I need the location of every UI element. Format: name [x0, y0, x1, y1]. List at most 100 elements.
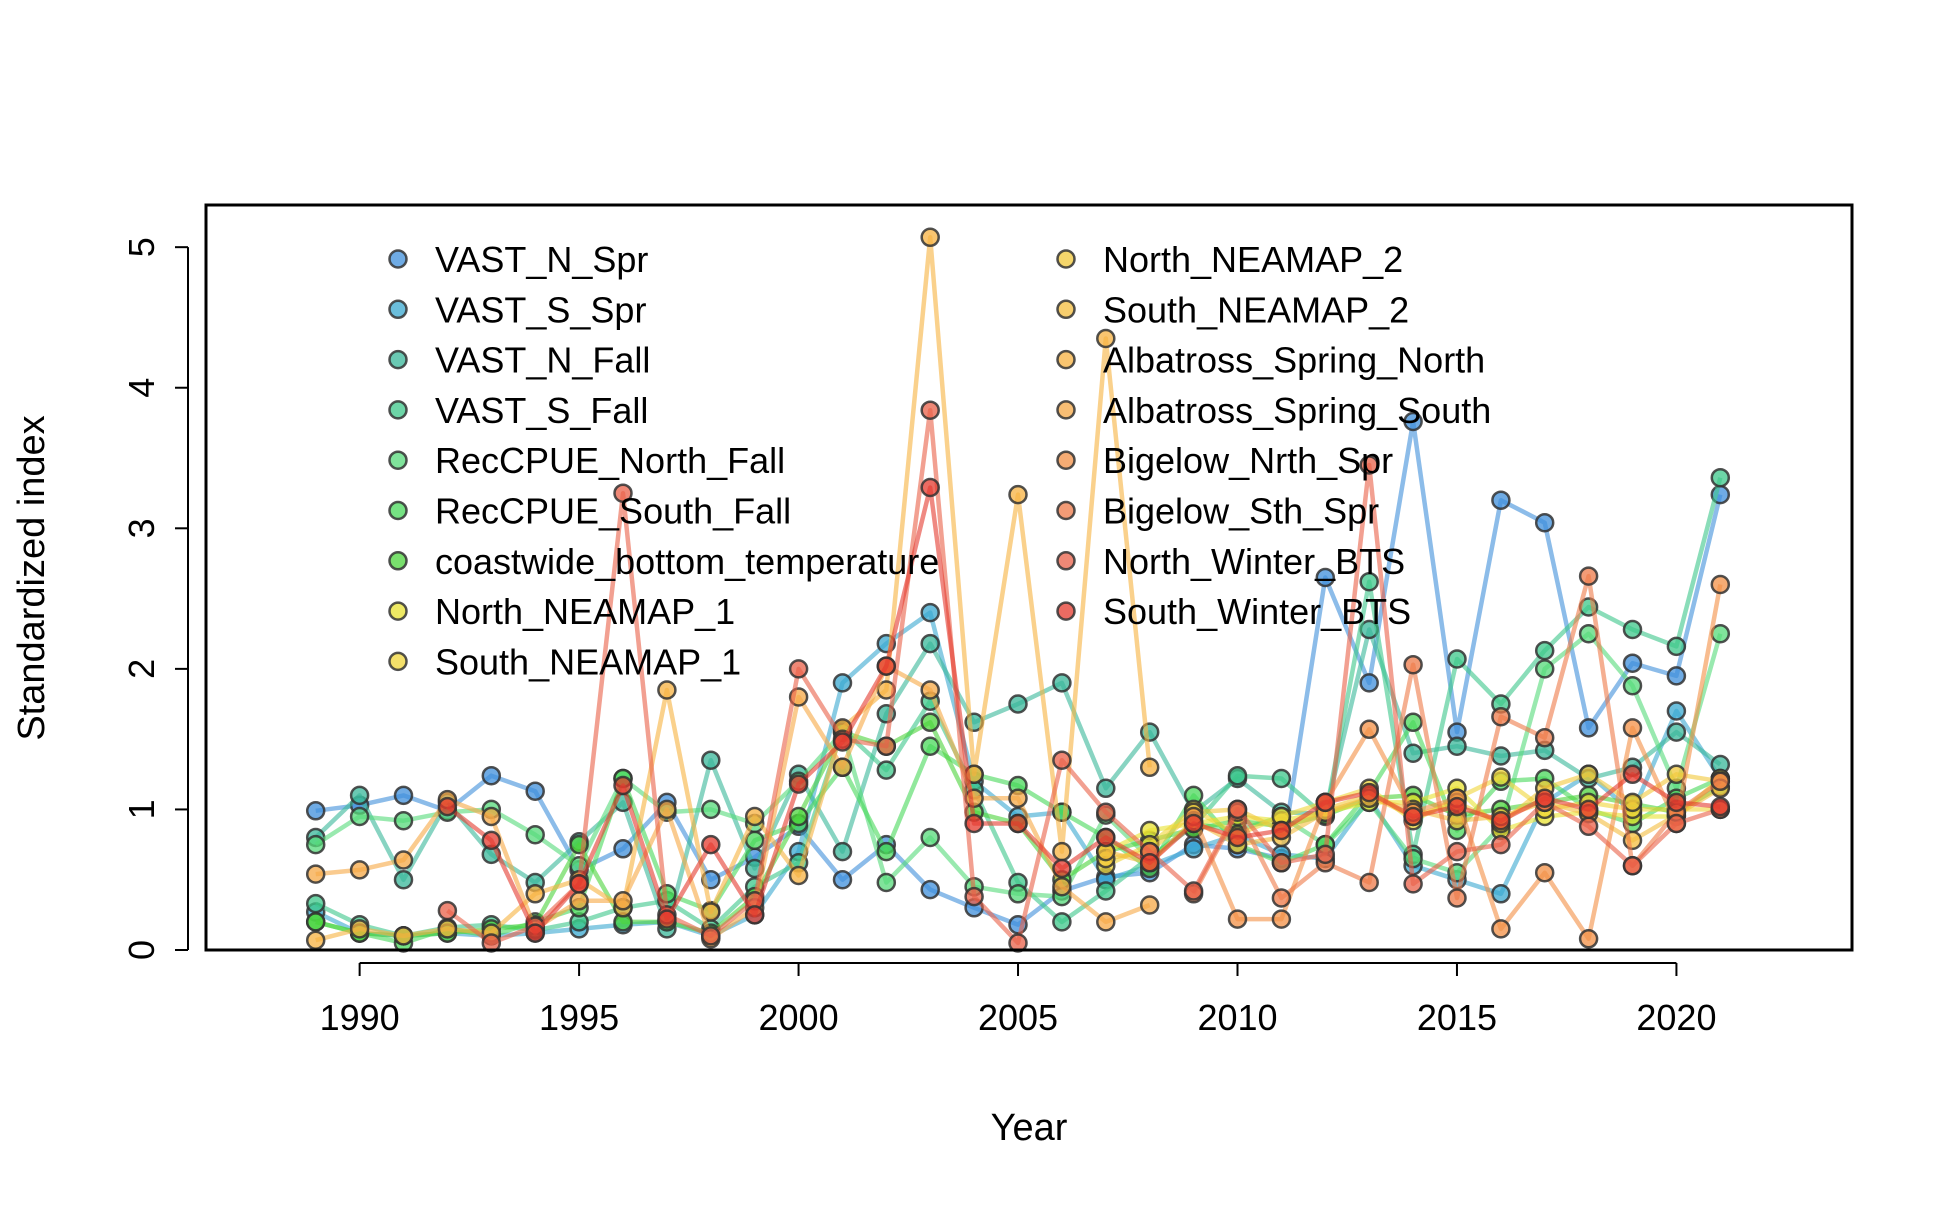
data-point-VAST_S_Fall-2015	[1447, 649, 1467, 669]
data-point-Bigelow_Nrth_Spr-2013	[1359, 719, 1379, 740]
data-point-North_Winter_BTS-2016	[1491, 834, 1511, 855]
data-point-North_Winter_BTS-1996	[613, 483, 633, 503]
data-point-Albatross_Spring_North-1989	[305, 930, 326, 950]
legend-item-coastwide_bottom_temperature: coastwide_bottom_temperature	[388, 541, 939, 582]
data-point-VAST_N_Spr-2016	[1491, 490, 1511, 510]
data-point-Albatross_Spring_South-2006	[1052, 876, 1072, 897]
legend-item-RecCPUE_South_Fall: RecCPUE_South_Fall	[388, 491, 791, 532]
legend-label-RecCPUE_South_Fall: RecCPUE_South_Fall	[435, 491, 791, 532]
legend-marker-VAST_N_Spr	[388, 249, 408, 269]
legend-marker-VAST_S_Fall	[388, 400, 408, 420]
legend-item-VAST_N_Fall: VAST_N_Fall	[388, 340, 650, 381]
data-point-South_Winter_BTS-2021	[1710, 796, 1731, 817]
data-point-Albatross_Spring_North-2000	[788, 865, 809, 886]
data-point-VAST_S_Spr-2016	[1491, 884, 1511, 904]
data-point-Bigelow_Nrth_Spr-2011	[1271, 909, 1292, 929]
series-Albatross_Spring_North	[305, 227, 1160, 950]
legend-marker-Albatross_Spring_North	[1056, 349, 1076, 370]
data-point-VAST_N_Fall-2003	[920, 633, 940, 654]
data-point-North_Winter_BTS-2006	[1052, 750, 1072, 770]
data-point-Albatross_Spring_North-1999	[744, 806, 765, 827]
data-point-RecCPUE_North_Fall-1998	[701, 799, 721, 820]
data-point-South_Winter_BTS-1993	[481, 830, 502, 851]
legend-marker-VAST_N_Fall	[388, 349, 408, 370]
data-point-VAST_N_Spr-1996	[613, 839, 633, 859]
data-point-North_Winter_BTS-1992	[437, 900, 458, 921]
data-point-Albatross_Spring_North-2008	[1139, 757, 1160, 778]
legend-marker-Bigelow_Nrth_Spr	[1056, 450, 1076, 470]
data-point-North_Winter_BTS-2002	[876, 736, 897, 756]
data-point-Bigelow_Sth_Spr-2016	[1491, 706, 1511, 727]
data-point-North_Winter_BTS-2013	[1359, 455, 1379, 475]
data-point-RecCPUE_North_Fall-1990	[349, 806, 370, 827]
data-point-Albatross_Spring_North-1990	[349, 919, 370, 939]
data-point-South_Winter_BTS-2004	[964, 813, 984, 834]
legend-label-South_NEAMAP_1: South_NEAMAP_1	[435, 641, 741, 682]
data-point-VAST_S_Fall-2021	[1710, 467, 1731, 488]
data-point-Albatross_Spring_South-1993	[481, 806, 502, 827]
data-point-coastwide_bottom_temperature-1989	[305, 912, 326, 932]
x-axis-title: Year	[991, 1107, 1068, 1149]
data-point-VAST_N_Spr-2001	[832, 869, 853, 890]
data-point-Albatross_Spring_South-2001	[832, 757, 853, 778]
legend-label-VAST_N_Fall: VAST_N_Fall	[435, 340, 650, 381]
legend: VAST_N_Spr VAST_S_Spr VAST_N_Fall VAST_S_Fa…	[388, 239, 1491, 682]
legend-item-VAST_N_Spr: VAST_N_Spr	[388, 239, 648, 280]
data-point-South_Winter_BTS-2017	[1534, 788, 1555, 808]
axes: 1990 1995 2000 2005 2010 2015 2020 0 1 2 3 4 5	[121, 237, 1716, 1038]
data-point-South_Winter_BTS-1997	[657, 909, 677, 929]
data-point-VAST_N_Spr-2014	[1403, 411, 1423, 432]
legend-label-VAST_S_Spr: VAST_S_Spr	[435, 289, 646, 330]
data-point-VAST_N_Spr-2013	[1359, 673, 1379, 693]
legend-marker-RecCPUE_South_Fall	[388, 500, 408, 521]
legend-item-Bigelow_Sth_Spr: Bigelow_Sth_Spr	[1056, 491, 1379, 532]
legend-marker-RecCPUE_North_Fall	[388, 450, 408, 470]
data-point-Albatross_Spring_South-1996	[613, 891, 633, 911]
data-point-Albatross_Spring_South-1989	[305, 864, 326, 884]
data-point-Albatross_Spring_South-1997	[657, 799, 677, 820]
data-point-VAST_S_Fall-2011	[1271, 768, 1292, 789]
x-tick-label-2000: 2000	[759, 997, 839, 1038]
data-point-North_Winter_BTS-2018	[1578, 816, 1599, 837]
x-tick-label-1995: 1995	[539, 997, 619, 1038]
data-point-Albatross_Spring_North-1994	[525, 884, 545, 904]
legend-label-VAST_N_Spr: VAST_N_Spr	[435, 239, 648, 280]
legend-label-Albatross_Spring_South: Albatross_Spring_South	[1103, 390, 1491, 431]
data-point-South_Winter_BTS-2001	[832, 732, 853, 752]
data-point-RecCPUE_North_Fall-1991	[393, 810, 414, 831]
data-point-Bigelow_Sth_Spr-2017	[1534, 727, 1555, 748]
data-point-Albatross_Spring_South-2005	[1008, 788, 1028, 808]
data-point-South_Winter_BTS-2009	[1183, 813, 1204, 834]
data-point-North_Winter_BTS-2000	[788, 659, 809, 679]
data-point-RecCPUE_North_Fall-1989	[305, 834, 326, 855]
data-point-South_Winter_BTS-2019	[1622, 764, 1643, 785]
legend-label-South_NEAMAP_2: South_NEAMAP_2	[1103, 289, 1409, 330]
x-tick-label-2015: 2015	[1417, 997, 1497, 1038]
data-point-North_Winter_BTS-2019	[1622, 855, 1643, 876]
data-point-VAST_S_Fall-2010	[1227, 765, 1248, 786]
legend-label-South_Winter_BTS: South_Winter_BTS	[1103, 591, 1411, 632]
data-point-VAST_N_Fall-2005	[1008, 694, 1028, 714]
data-point-Bigelow_Nrth_Spr-2016	[1491, 919, 1511, 939]
data-point-Bigelow_Nrth_Spr-2010	[1227, 909, 1248, 929]
data-point-coastwide_bottom_temperature-2003	[920, 712, 940, 733]
data-point-North_Winter_BTS-2007	[1096, 802, 1116, 822]
legend-item-RecCPUE_North_Fall: RecCPUE_North_Fall	[388, 440, 785, 481]
data-point-RecCPUE_South_Fall-2014	[1403, 712, 1423, 733]
data-point-RecCPUE_North_Fall-2002	[876, 872, 897, 893]
data-point-VAST_N_Fall-2015	[1447, 736, 1467, 756]
data-point-South_Winter_BTS-1994	[525, 923, 545, 943]
data-point-Bigelow_Sth_Spr-2013	[1359, 872, 1379, 893]
data-point-North_Winter_BTS-1998	[701, 926, 721, 946]
data-point-Albatross_Spring_North-1991	[393, 926, 414, 946]
data-point-RecCPUE_North_Fall-2017	[1534, 659, 1555, 679]
data-point-VAST_S_Fall-2017	[1534, 640, 1555, 661]
data-point-South_Winter_BTS-2002	[876, 656, 897, 676]
data-point-Bigelow_Sth_Spr-2018	[1578, 566, 1599, 586]
data-point-South_Winter_BTS-2016	[1491, 810, 1511, 831]
x-tick-label-1990: 1990	[320, 997, 400, 1038]
data-point-RecCPUE_North_Fall-2003	[920, 827, 940, 848]
legend-marker-Bigelow_Sth_Spr	[1056, 500, 1076, 521]
